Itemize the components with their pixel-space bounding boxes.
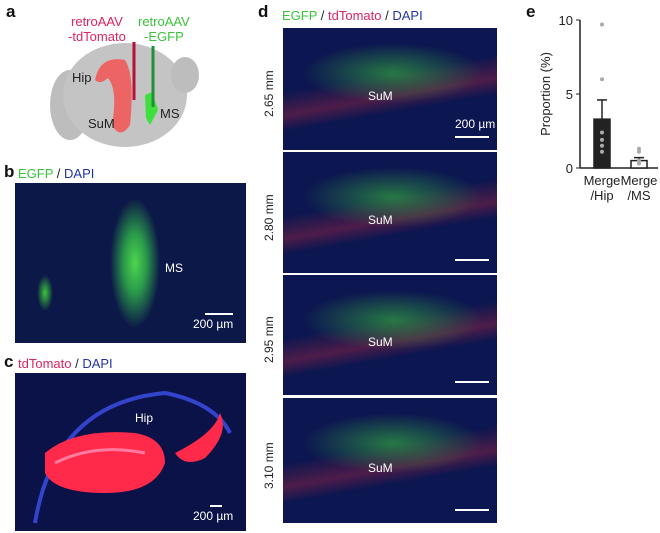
region-label-sum: SuM bbox=[368, 89, 393, 103]
title-sep: / bbox=[381, 8, 393, 23]
title-dapi: DAPI bbox=[392, 8, 423, 23]
category-label: /MS bbox=[627, 188, 650, 203]
section-depth-label: 2.80 mm bbox=[262, 193, 276, 241]
region-label-hip: Hip bbox=[135, 411, 154, 425]
data-point bbox=[637, 146, 641, 151]
data-point bbox=[637, 149, 641, 154]
panel-d-title: EGFP / tdTomato / DAPI bbox=[282, 8, 423, 23]
scale-bar bbox=[205, 313, 233, 315]
region-label-sum: SuM bbox=[368, 335, 393, 349]
micrograph-hip: Hip 200 µm bbox=[15, 373, 246, 531]
y-tick-label: 10 bbox=[559, 13, 573, 28]
micrograph-section: SuM bbox=[283, 275, 497, 395]
category-label: Merge bbox=[621, 173, 658, 188]
y-tick-label: 5 bbox=[566, 87, 573, 102]
region-label-sum: SuM bbox=[368, 212, 393, 227]
panel-label-a: a bbox=[6, 2, 16, 21]
injection-label-egfp: retroAAV -EGFP bbox=[138, 14, 190, 44]
section-depth-label: 2.95 mm bbox=[262, 316, 276, 363]
region-hip: Hip bbox=[72, 70, 92, 85]
bar bbox=[593, 118, 611, 169]
category-label: Merge bbox=[584, 173, 621, 188]
section-depth-label: 2.65 mm bbox=[262, 70, 276, 117]
micrograph-section: SuM bbox=[283, 152, 497, 273]
title-tdtomato: tdTomato bbox=[328, 8, 382, 23]
y-axis-label: Proportion (%) bbox=[538, 52, 553, 136]
title-dapi: DAPI bbox=[64, 166, 95, 181]
title-tdtomato: tdTomato bbox=[18, 356, 72, 371]
data-point bbox=[637, 161, 641, 166]
data-point bbox=[600, 149, 604, 154]
panel-c-title: tdTomato / DAPI bbox=[18, 356, 113, 371]
title-sep: / bbox=[317, 8, 329, 23]
scale-bar bbox=[455, 509, 489, 511]
data-point bbox=[600, 77, 604, 82]
region-label-sum: SuM bbox=[368, 460, 393, 475]
title-sep: / bbox=[53, 166, 65, 181]
title-dapi: DAPI bbox=[82, 356, 113, 371]
inj-red-1: retroAAV bbox=[71, 14, 123, 29]
panel-label-e: e bbox=[526, 2, 536, 21]
scale-bar bbox=[455, 136, 489, 138]
inj-green-1: retroAAV bbox=[138, 14, 190, 29]
inj-green-2: -EGFP bbox=[144, 29, 184, 44]
title-sep: / bbox=[71, 356, 83, 371]
region-sum: SuM bbox=[88, 116, 115, 131]
injection-label-tdtomato: retroAAV -tdTomato bbox=[68, 14, 126, 44]
region-label-ms: MS bbox=[165, 261, 183, 275]
scale-bar bbox=[210, 505, 222, 507]
title-egfp: EGFP bbox=[18, 166, 54, 181]
panel-b-title: EGFP / DAPI bbox=[18, 166, 94, 181]
scale-bar-label: 200 µm bbox=[455, 117, 496, 131]
category-label: /Hip bbox=[590, 188, 613, 203]
micrograph-ms: MS 200 µm bbox=[15, 183, 246, 343]
region-ms: MS bbox=[160, 106, 180, 121]
data-point bbox=[637, 158, 641, 163]
micrograph-section: SuM 200 µm bbox=[283, 28, 497, 150]
scale-bar bbox=[455, 381, 489, 383]
brain-diagram: Hip SuM MS bbox=[50, 42, 199, 147]
section-depth-label: 3.10 mm bbox=[262, 441, 276, 489]
data-point bbox=[600, 143, 604, 148]
data-point bbox=[600, 22, 604, 27]
title-egfp: EGFP bbox=[282, 8, 318, 23]
scale-bar-label: 200 µm bbox=[193, 317, 234, 331]
data-point bbox=[600, 137, 604, 142]
panel-label-b: b bbox=[4, 162, 15, 181]
micrograph-section: SuM bbox=[283, 398, 497, 523]
panel-label-c: c bbox=[4, 352, 14, 371]
y-tick-label: 0 bbox=[566, 161, 573, 176]
scale-bar bbox=[455, 259, 489, 261]
scale-bar-label: 200 µm bbox=[193, 509, 234, 523]
data-point bbox=[600, 130, 604, 135]
panel-label-d: d bbox=[258, 2, 269, 21]
inj-red-2: -tdTomato bbox=[68, 29, 126, 44]
